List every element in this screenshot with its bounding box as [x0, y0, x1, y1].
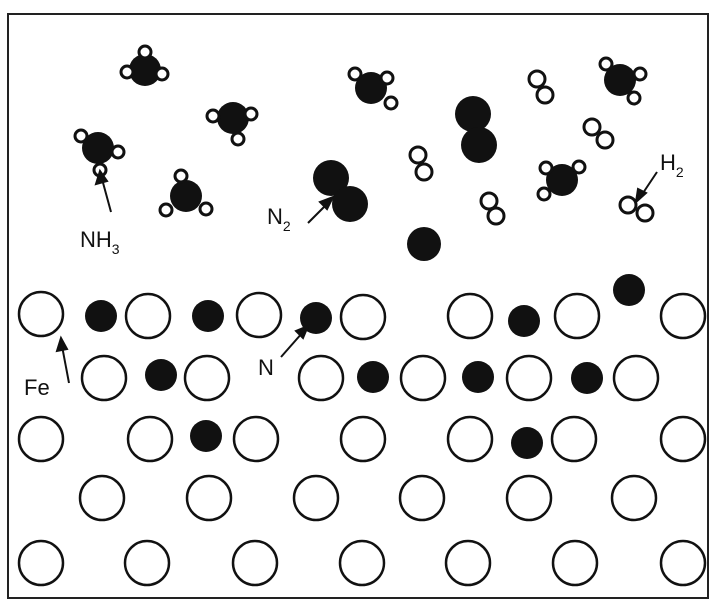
hydrogen-molecule-label: H2: [660, 150, 684, 180]
hydrogen-molecule: [479, 191, 506, 226]
adsorbed-nitrogen-atom: [192, 300, 224, 332]
iron-atom: [235, 291, 283, 339]
nitrogen-molecule-arrow: [307, 195, 336, 224]
ammonia-label: NH3: [80, 227, 120, 257]
iron-atom: [17, 415, 65, 463]
nitrogen-atom-label: N: [258, 355, 274, 380]
iron-atom: [126, 415, 174, 463]
iron-atom: [550, 415, 598, 463]
adsorbed-nitrogen-atom: [85, 300, 117, 332]
adsorbed-nitrogen-atom: [145, 359, 177, 391]
iron-atom: [80, 354, 128, 402]
gas-phase: [73, 44, 655, 261]
iron-atom: [185, 474, 233, 522]
ammonia-molecule: [205, 102, 259, 147]
ammonia-molecule: [119, 44, 170, 86]
iron-atom: [292, 474, 340, 522]
iron-atom: [659, 415, 707, 463]
ammonia-molecule: [536, 159, 587, 202]
nitrogen-molecule: [313, 160, 368, 222]
hydrogen-molecule: [582, 117, 615, 150]
iron-atom: [505, 474, 553, 522]
adsorbed-nitrogen-atom: [462, 361, 494, 393]
ammonia-molecule: [158, 168, 214, 218]
iron-atom: [659, 539, 707, 587]
adsorbed-nitrogen-atom: [357, 361, 389, 393]
iron-atom: [338, 539, 386, 587]
iron-label: Fe: [24, 375, 50, 400]
hydrogen-molecule-arrow: [634, 171, 658, 205]
adsorbed-nitrogen-atom: [190, 420, 222, 452]
iron-atom: [231, 539, 279, 587]
hydrogen-molecule: [618, 195, 655, 223]
ammonia-arrow: [94, 168, 112, 213]
iron-atom: [612, 354, 660, 402]
nitrogen-atom-arrow: [280, 324, 310, 358]
adsorbed-nitrogen-atom: [508, 305, 540, 337]
iron-atom: [446, 415, 494, 463]
hydrogen-molecule: [527, 69, 555, 105]
iron-atom: [553, 292, 601, 340]
iron-atom: [339, 293, 387, 341]
adsorbed-nitrogen-atom: [571, 362, 603, 394]
iron-surface: [17, 290, 707, 587]
iron-atom: [399, 354, 447, 402]
adsorbed-nitrogen-atom: [511, 427, 543, 459]
iron-arrow: [55, 335, 70, 384]
hydrogen-molecule: [408, 145, 434, 182]
iron-atom: [183, 354, 231, 402]
adsorbed-nitrogen-atoms: [85, 274, 645, 459]
iron-atom: [123, 539, 171, 587]
iron-atom: [78, 474, 126, 522]
iron-atom: [610, 474, 658, 522]
free-nitrogen-atom: [407, 227, 441, 261]
iron-atom: [505, 354, 553, 402]
nitrogen-molecule-label: N2: [267, 204, 291, 234]
iron-atom: [444, 539, 492, 587]
iron-atom: [17, 290, 65, 338]
ammonia-molecule: [598, 56, 648, 106]
nitrogen-molecule: [455, 96, 497, 163]
iron-atom: [659, 292, 707, 340]
iron-atom: [297, 354, 345, 402]
label-arrows: [55, 168, 658, 384]
iron-atom: [398, 474, 446, 522]
iron-atom: [339, 415, 387, 463]
iron-atom: [446, 292, 494, 340]
iron-atom: [551, 539, 599, 587]
iron-atom: [124, 292, 172, 340]
adsorbed-nitrogen-atom: [613, 274, 645, 306]
iron-atom: [17, 539, 65, 587]
iron-atom: [232, 415, 280, 463]
ammonia-molecule: [347, 66, 399, 111]
